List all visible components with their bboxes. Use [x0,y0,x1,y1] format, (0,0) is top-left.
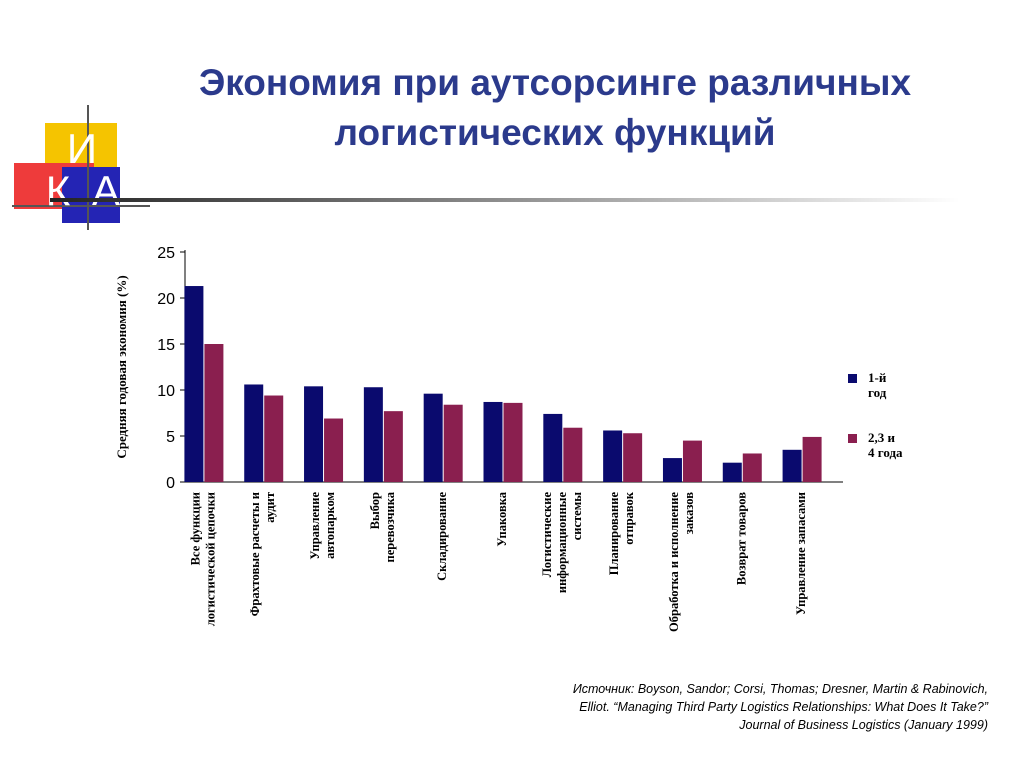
bar-series-1 [603,430,623,482]
bar-series-1 [543,413,563,482]
category-label-line: Управление запасами [794,492,808,615]
legend-swatch-series-1 [848,374,857,383]
category-label-line: заказов [682,492,696,534]
source-line-1: Источник: Boyson, Sandor; Corsi, Thomas;… [572,682,988,696]
source-citation: Источник: Boyson, Sandor; Corsi, Thomas;… [460,680,988,734]
category-label-line: аудит [263,492,277,523]
bar-series-2 [682,440,702,482]
logo-blue-square [62,167,120,223]
y-tick-label: 15 [157,337,175,354]
header-rule [50,198,960,202]
category-label-line: Возврат товаров [734,492,748,585]
logo-letter-i: И [67,125,97,172]
bar-series-1 [423,393,443,482]
logo-letter-a: А [92,167,120,214]
category-label: Все функции логистической цепочки [188,492,217,626]
category-label: Управление запасами [794,492,808,615]
bar-series-2 [742,453,762,482]
category-label-line: Фрахтовые расчеты и [248,492,262,616]
category-label-line: отправок [622,491,636,545]
legend-swatch-series-2 [848,434,857,443]
bar-series-1 [304,386,324,482]
bar-series-2 [324,418,344,482]
category-label-line: Обработка и исполнение [667,492,681,632]
category-label-line: системы [570,492,584,541]
category-label-line: логистической цепочки [203,492,217,626]
category-label: Упаковка [495,491,509,546]
savings-bar-chart: 0 5 10 15 20 25 Средняя годовая экономия (%) Вс… [114,245,903,632]
bar-series-2 [802,436,822,482]
bar-series-1 [782,449,802,482]
category-label: Планирование отправок [607,491,636,575]
source-line-2: Elliot. “Managing Third Party Logistics … [579,700,988,714]
category-label-line: Складирование [435,492,449,581]
bar-series-2 [383,411,403,482]
legend-label-series-1: 1-й [868,370,887,385]
category-label-line: Упаковка [495,491,509,546]
category-label: Выбор перевозчика [368,491,397,562]
bar-series-1 [483,401,503,482]
bar-series-1 [662,458,682,482]
slide-title: Экономия при аутсорсинге различных логис… [120,58,990,158]
category-label-line: Управление [308,492,322,560]
y-tick-label: 5 [166,429,175,446]
category-label-line: Все функции [188,492,202,565]
category-label-line: Выбор [368,492,382,529]
category-label-line: Логистические [540,492,554,578]
slide-title-line-1: Экономия при аутсорсинге различных [198,62,912,103]
legend-label-series-2: 2,3 и [868,430,896,445]
bar-series-2 [264,395,284,482]
legend-label-series-2: 4 года [868,445,903,460]
bar-series-1 [184,286,204,482]
bar-series-2 [204,344,224,482]
category-label: Логистические информационные системы [540,492,584,594]
category-label: Возврат товаров [734,492,748,585]
bar-series-2 [503,402,523,482]
y-tick-label: 0 [166,475,175,492]
bar-series-1 [363,387,383,482]
y-tick-label: 20 [157,291,175,308]
y-axis-label: Средняя годовая экономия (%) [114,275,129,458]
y-tick-label: 25 [157,245,175,262]
bar-series-1 [722,462,742,482]
ika-logo: И К А [12,105,150,230]
category-label: Обработка и исполнение заказов [667,492,696,632]
category-label-line: автопарком [323,492,337,559]
bar-series-1 [244,384,264,482]
category-label-line: Планирование [607,492,621,576]
bar-series-2 [443,404,463,482]
bar-series-2 [563,427,583,482]
slide-title-line-2: логистических функций [334,112,776,153]
category-label-line: информационные [555,492,569,594]
y-tick-label: 10 [157,383,175,400]
category-label: Складирование [435,492,449,581]
bar-series-2 [623,433,643,482]
logo-letter-k: К [46,167,71,214]
legend-label-series-1: год [868,385,887,400]
source-line-3: Journal of Business Logistics (January 1… [739,718,988,732]
category-label: Управление автопарком [308,492,337,560]
category-label-line: перевозчика [383,491,397,562]
category-label: Фрахтовые расчеты и аудит [248,492,277,616]
